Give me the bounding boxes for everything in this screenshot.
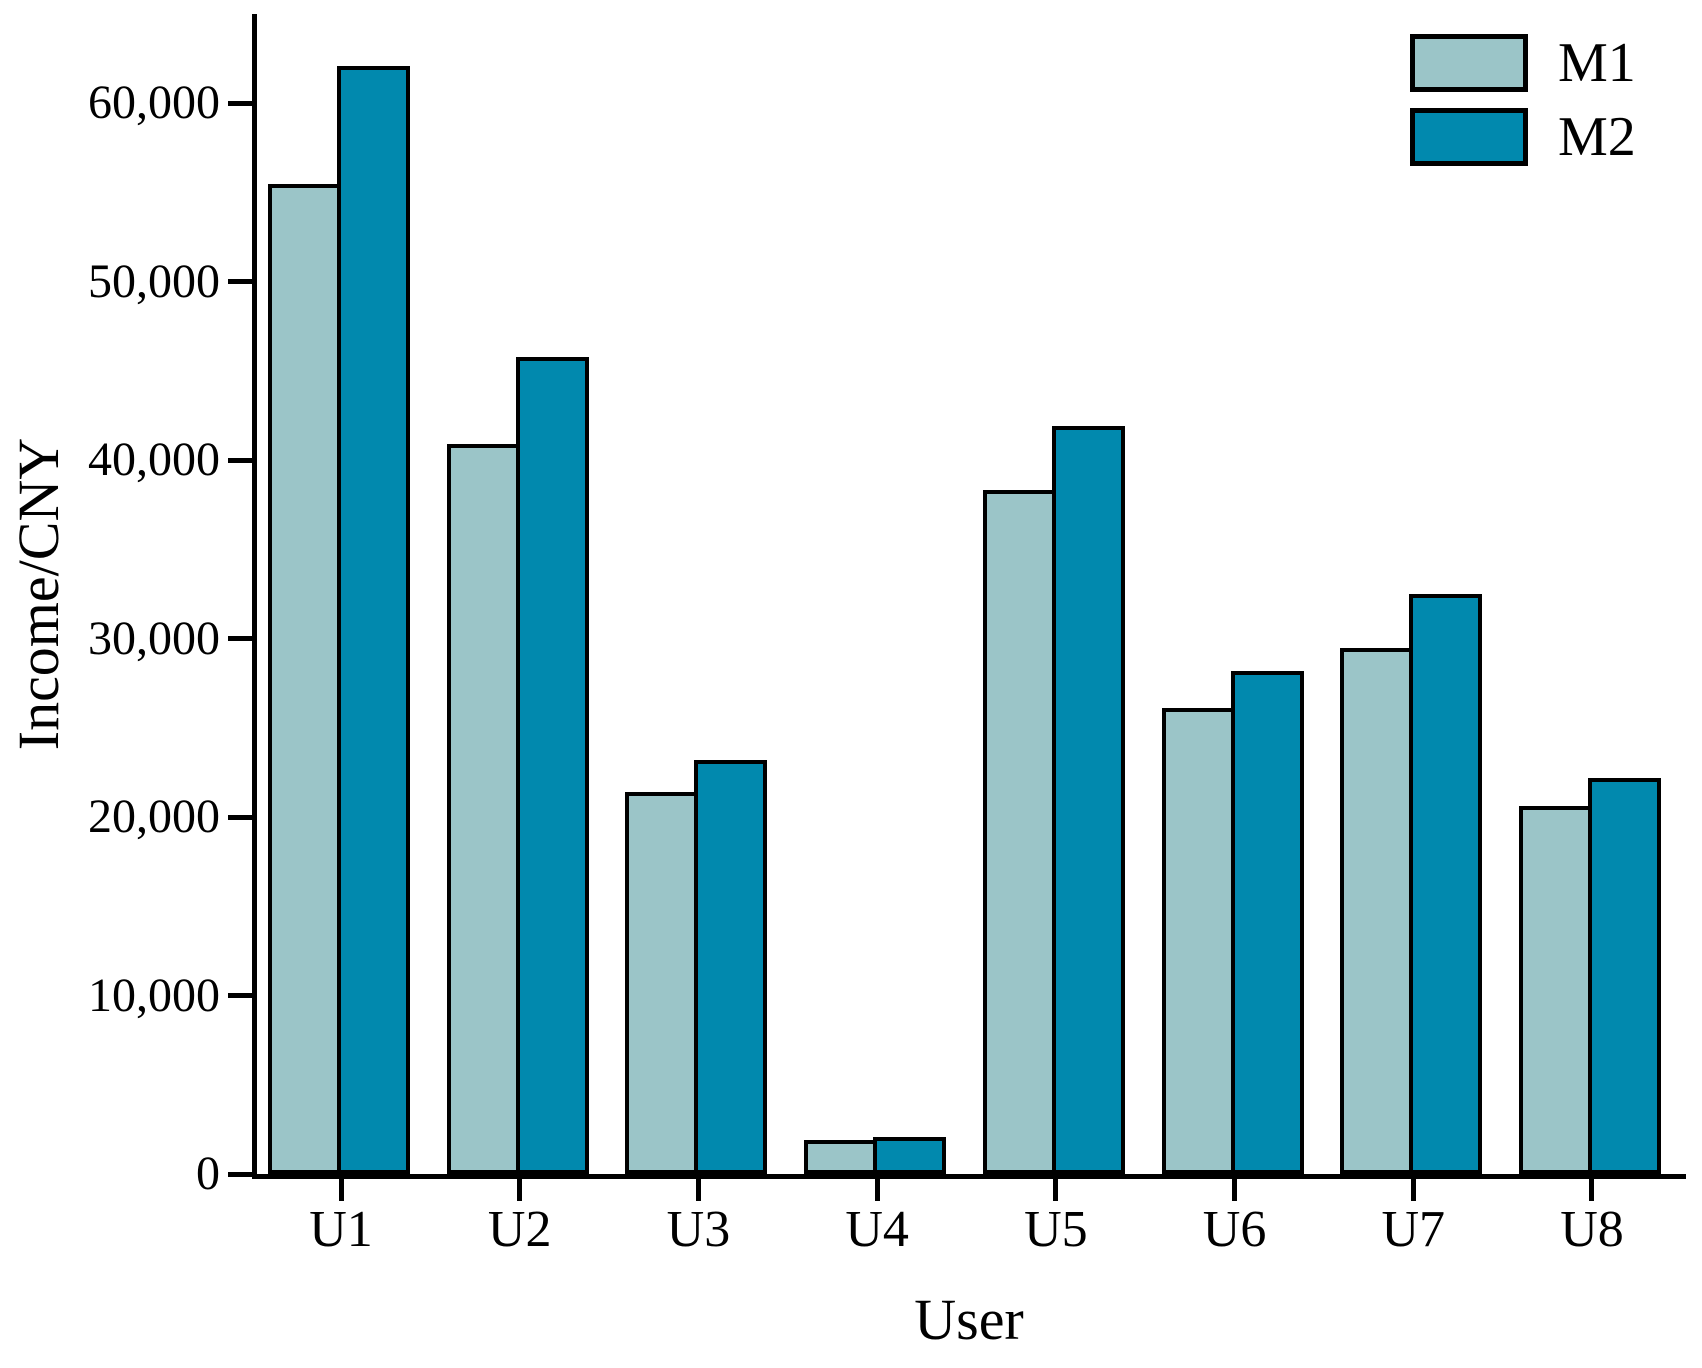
x-axis-title: User [914,1287,1024,1352]
bar-m1-u7 [1340,648,1414,1174]
x-tick [1053,1179,1059,1201]
bar-m1-u6 [1161,708,1235,1174]
y-tick [228,1171,252,1177]
x-tick [338,1179,344,1201]
y-tick [228,100,252,106]
y-tick [228,279,252,285]
bar-m1-u8 [1518,806,1592,1174]
bar-m2-u8 [1587,778,1661,1174]
plot-area [252,14,1686,1179]
y-tick [228,636,252,642]
legend-label-m1: M1 [1558,32,1636,94]
bar-m2-u7 [1409,594,1483,1174]
y-tick-label: 10,000 [88,968,220,1022]
y-tick-label: 20,000 [88,790,220,844]
y-tick [228,814,252,820]
y-tick [228,993,252,999]
x-tick-label: U4 [845,1201,909,1258]
bar-m2-u3 [694,760,768,1174]
bar-m2-u6 [1230,671,1304,1174]
bar-m1-u5 [982,490,1056,1174]
legend-item-m1: M1 [1410,34,1636,92]
x-tick-label: U2 [487,1201,552,1258]
legend-label-m2: M2 [1558,106,1636,168]
x-tick [695,1179,701,1201]
x-tick [517,1179,523,1201]
x-tick-label: U5 [1024,1201,1088,1258]
bar-m1-u1 [268,184,341,1174]
legend-swatch-m1 [1410,34,1528,92]
x-tick-label: U8 [1560,1201,1624,1258]
bar-m2-u4 [873,1137,947,1174]
legend-item-m2: M2 [1410,108,1636,166]
x-tick-label: U6 [1202,1201,1267,1258]
x-tick-label: U3 [666,1201,731,1258]
bar-m1-u2 [446,444,520,1174]
y-tick-label: 0 [196,1147,220,1200]
y-tick-label: 30,000 [88,611,220,665]
y-tick-label: 40,000 [88,433,220,487]
x-tick-label: U7 [1381,1201,1446,1258]
bar-m2-u1 [337,66,410,1174]
bar-m1-u3 [625,792,699,1174]
bar-m2-u5 [1051,426,1125,1174]
y-tick [228,457,252,463]
bar-m1-u4 [804,1140,878,1174]
y-tick-label: 50,000 [88,254,220,308]
x-tick [1410,1179,1416,1201]
x-tick [1589,1179,1595,1201]
y-tick-label: 60,000 [88,76,220,130]
legend: M1 M2 [1410,34,1636,166]
bar-m2-u2 [515,357,589,1174]
legend-swatch-m2 [1410,108,1528,166]
x-tick-label: U1 [309,1201,373,1258]
x-tick [874,1179,880,1201]
x-tick [1232,1179,1238,1201]
